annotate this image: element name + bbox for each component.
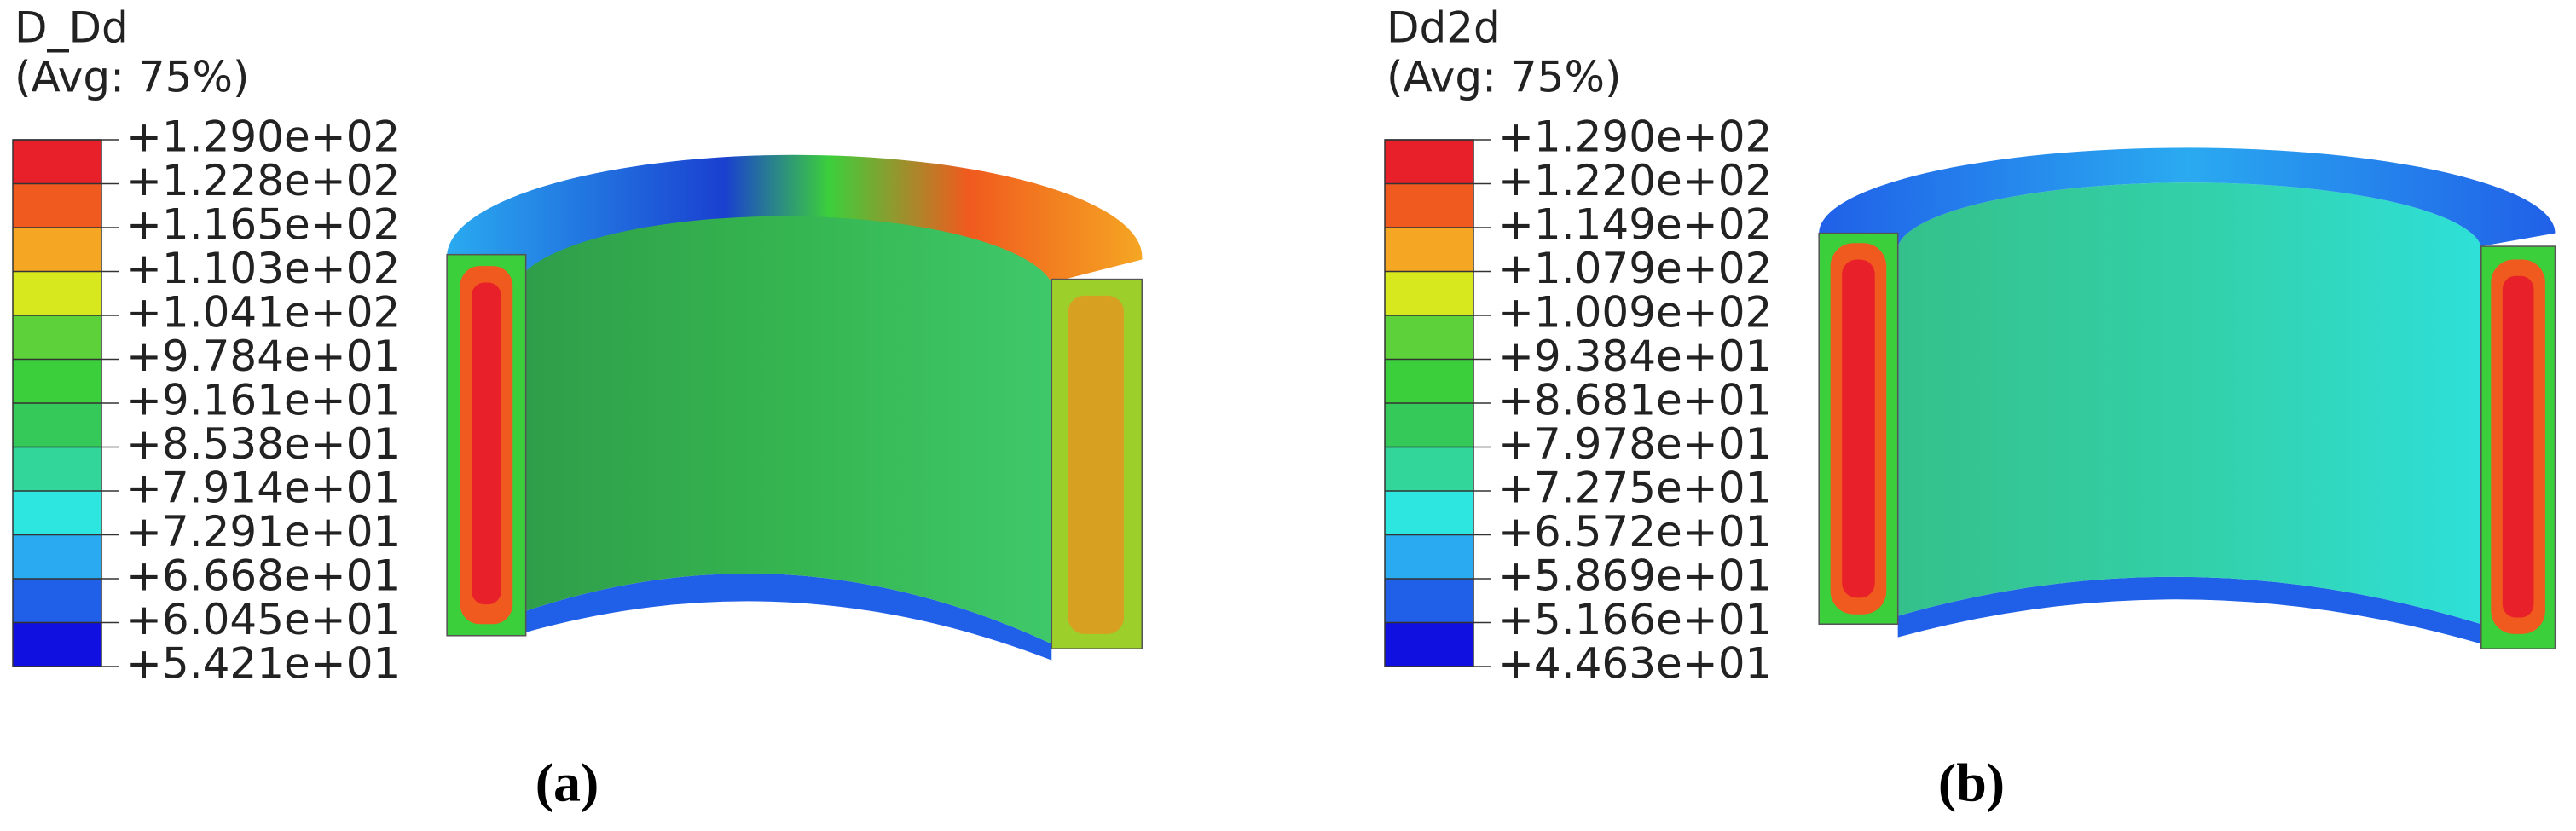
- legend-label: +7.275e+01: [1498, 464, 1772, 513]
- legend-band: [13, 534, 101, 579]
- legend-band: [1385, 447, 1473, 491]
- legend-label: +1.041e+02: [126, 288, 400, 338]
- legend-band: [1385, 491, 1473, 535]
- legend-label: +6.668e+01: [126, 551, 400, 601]
- legend-label: +1.079e+02: [1498, 244, 1772, 293]
- legend-label: +6.045e+01: [126, 595, 400, 644]
- legend-band: [13, 228, 101, 272]
- legend-band: [1385, 403, 1473, 447]
- legend-band: [1385, 183, 1473, 228]
- legend-title: Dd2d: [1386, 3, 1501, 53]
- legend-band: [1385, 579, 1473, 623]
- legend-band: [1385, 228, 1473, 272]
- legend-subtitle: (Avg: 75%): [1386, 53, 1622, 102]
- legend-band: [13, 271, 101, 315]
- legend-band: [1385, 271, 1473, 315]
- legend-label: +1.290e+02: [1498, 113, 1772, 162]
- left-core: [472, 282, 501, 605]
- legend-label: +7.978e+01: [1498, 419, 1772, 469]
- right-core: [2502, 275, 2534, 618]
- legend-band: [1385, 534, 1473, 579]
- legend-label: +9.161e+01: [126, 376, 400, 425]
- legend-band: [13, 579, 101, 623]
- legend-label: +9.784e+01: [126, 332, 400, 381]
- legend-band: [13, 622, 101, 667]
- top-rim: [447, 154, 1143, 283]
- legend-title: D_Dd: [14, 3, 129, 53]
- legend-band: [13, 140, 101, 184]
- bottom-rim: [525, 573, 1052, 661]
- legend-label: +5.869e+01: [1498, 551, 1772, 601]
- right-hotspot: [1068, 295, 1125, 634]
- legend-label: +5.166e+01: [1498, 595, 1772, 644]
- legend-label: +1.103e+02: [126, 244, 400, 293]
- legend-label: +4.463e+01: [1498, 639, 1772, 689]
- legend-label: +7.914e+01: [126, 464, 400, 513]
- legend-label: +1.290e+02: [126, 113, 400, 162]
- legend-label: +1.149e+02: [1498, 200, 1772, 250]
- legend-label: +1.009e+02: [1498, 288, 1772, 338]
- panel-caption: (b): [1938, 753, 2005, 813]
- legend-label: +7.291e+01: [126, 507, 400, 557]
- legend-label: +6.572e+01: [1498, 507, 1772, 557]
- legend-subtitle: (Avg: 75%): [14, 53, 250, 102]
- legend-label: +1.165e+02: [126, 200, 400, 250]
- panel-caption: (a): [535, 753, 599, 813]
- inner-surface: [1897, 182, 2481, 625]
- legend-band: [13, 183, 101, 228]
- legend-label: +5.421e+01: [126, 639, 400, 689]
- inner-surface: [525, 215, 1052, 644]
- legend-label: +1.228e+02: [126, 156, 400, 205]
- legend-band: [1385, 359, 1473, 403]
- legend-band: [1385, 315, 1473, 360]
- legend-label: +8.538e+01: [126, 419, 400, 469]
- legend-band: [1385, 140, 1473, 184]
- left-core: [1842, 259, 1875, 598]
- legend-band: [13, 491, 101, 535]
- legend-label: +9.384e+01: [1498, 332, 1772, 381]
- legend-label: +8.681e+01: [1498, 376, 1772, 425]
- bottom-rim: [1897, 576, 2481, 644]
- top-rim: [1819, 147, 2556, 247]
- legend-band: [13, 403, 101, 447]
- legend-band: [13, 447, 101, 491]
- legend-band: [13, 315, 101, 360]
- legend-band: [13, 359, 101, 403]
- legend-band: [1385, 622, 1473, 667]
- contour-plot-b: [1818, 147, 2556, 649]
- legend-label: +1.220e+02: [1498, 156, 1772, 205]
- contour-plot-a: [446, 154, 1143, 661]
